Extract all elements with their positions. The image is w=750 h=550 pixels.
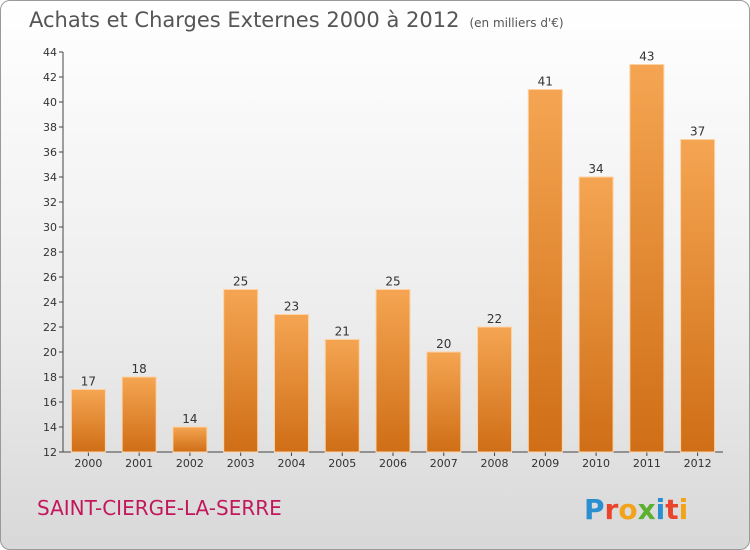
bar-value-label: 20	[436, 337, 451, 351]
bar-value-label: 43	[639, 50, 654, 64]
y-tick-label: 14	[43, 421, 57, 434]
x-tick-label: 2003	[227, 457, 255, 470]
bar	[527, 89, 563, 453]
bar	[375, 289, 411, 453]
y-tick-label: 34	[43, 171, 57, 184]
chart-title-row: Achats et Charges Externes 2000 à 2012 (e…	[29, 8, 564, 32]
y-tick-label: 42	[43, 71, 57, 84]
y-tick-label: 30	[43, 221, 57, 234]
bar	[121, 376, 157, 453]
bar-value-label: 25	[385, 275, 400, 289]
y-tick-label: 40	[43, 96, 57, 109]
bar-value-label: 23	[284, 300, 299, 314]
x-tick-label: 2004	[277, 457, 305, 470]
bar	[324, 339, 360, 453]
bar	[70, 389, 106, 453]
bar-value-label: 37	[690, 125, 705, 139]
x-tick-label: 2010	[582, 457, 610, 470]
bar-value-label: 34	[588, 162, 603, 176]
bar-value-label: 14	[182, 412, 197, 426]
bar	[629, 64, 665, 453]
x-tick-label: 2011	[633, 457, 661, 470]
y-tick-label: 12	[43, 446, 57, 459]
y-tick-label: 36	[43, 146, 57, 159]
proxiti-logo[interactable]: Proxiti	[584, 491, 704, 527]
y-tick-label: 44	[43, 46, 57, 59]
svg-text:Proxiti: Proxiti	[584, 493, 688, 526]
bar-value-label: 25	[233, 275, 248, 289]
bar-value-label: 21	[335, 325, 350, 339]
bar	[273, 314, 309, 453]
bar	[426, 351, 462, 453]
y-tick-label: 28	[43, 246, 57, 259]
bar-value-label: 22	[487, 312, 502, 326]
bar	[172, 426, 208, 453]
x-tick-label: 2000	[74, 457, 102, 470]
y-tick-label: 38	[43, 121, 57, 134]
x-tick-label: 2005	[328, 457, 356, 470]
y-tick-label: 26	[43, 271, 57, 284]
x-tick-label: 2002	[176, 457, 204, 470]
bar-value-label: 18	[132, 362, 147, 376]
y-tick-label: 18	[43, 371, 57, 384]
x-tick-label: 2012	[684, 457, 712, 470]
x-tick-label: 2007	[430, 457, 458, 470]
x-tick-label: 2008	[481, 457, 509, 470]
bar	[477, 326, 513, 453]
y-tick-label: 32	[43, 196, 57, 209]
bar-value-label: 17	[81, 375, 96, 389]
x-tick-label: 2001	[125, 457, 153, 470]
bar	[680, 139, 716, 453]
chart-subtitle: (en milliers d'€)	[469, 16, 564, 30]
bar	[578, 176, 614, 453]
x-tick-label: 2009	[531, 457, 559, 470]
bar-value-label: 41	[538, 75, 553, 89]
x-tick-label: 2006	[379, 457, 407, 470]
y-tick-label: 22	[43, 321, 57, 334]
y-tick-label: 24	[43, 296, 57, 309]
y-tick-label: 20	[43, 346, 57, 359]
chart-title: Achats et Charges Externes 2000 à 2012	[29, 8, 460, 32]
bar	[223, 289, 259, 453]
town-name: SAINT-CIERGE-LA-SERRE	[37, 496, 282, 520]
y-tick-label: 16	[43, 396, 57, 409]
